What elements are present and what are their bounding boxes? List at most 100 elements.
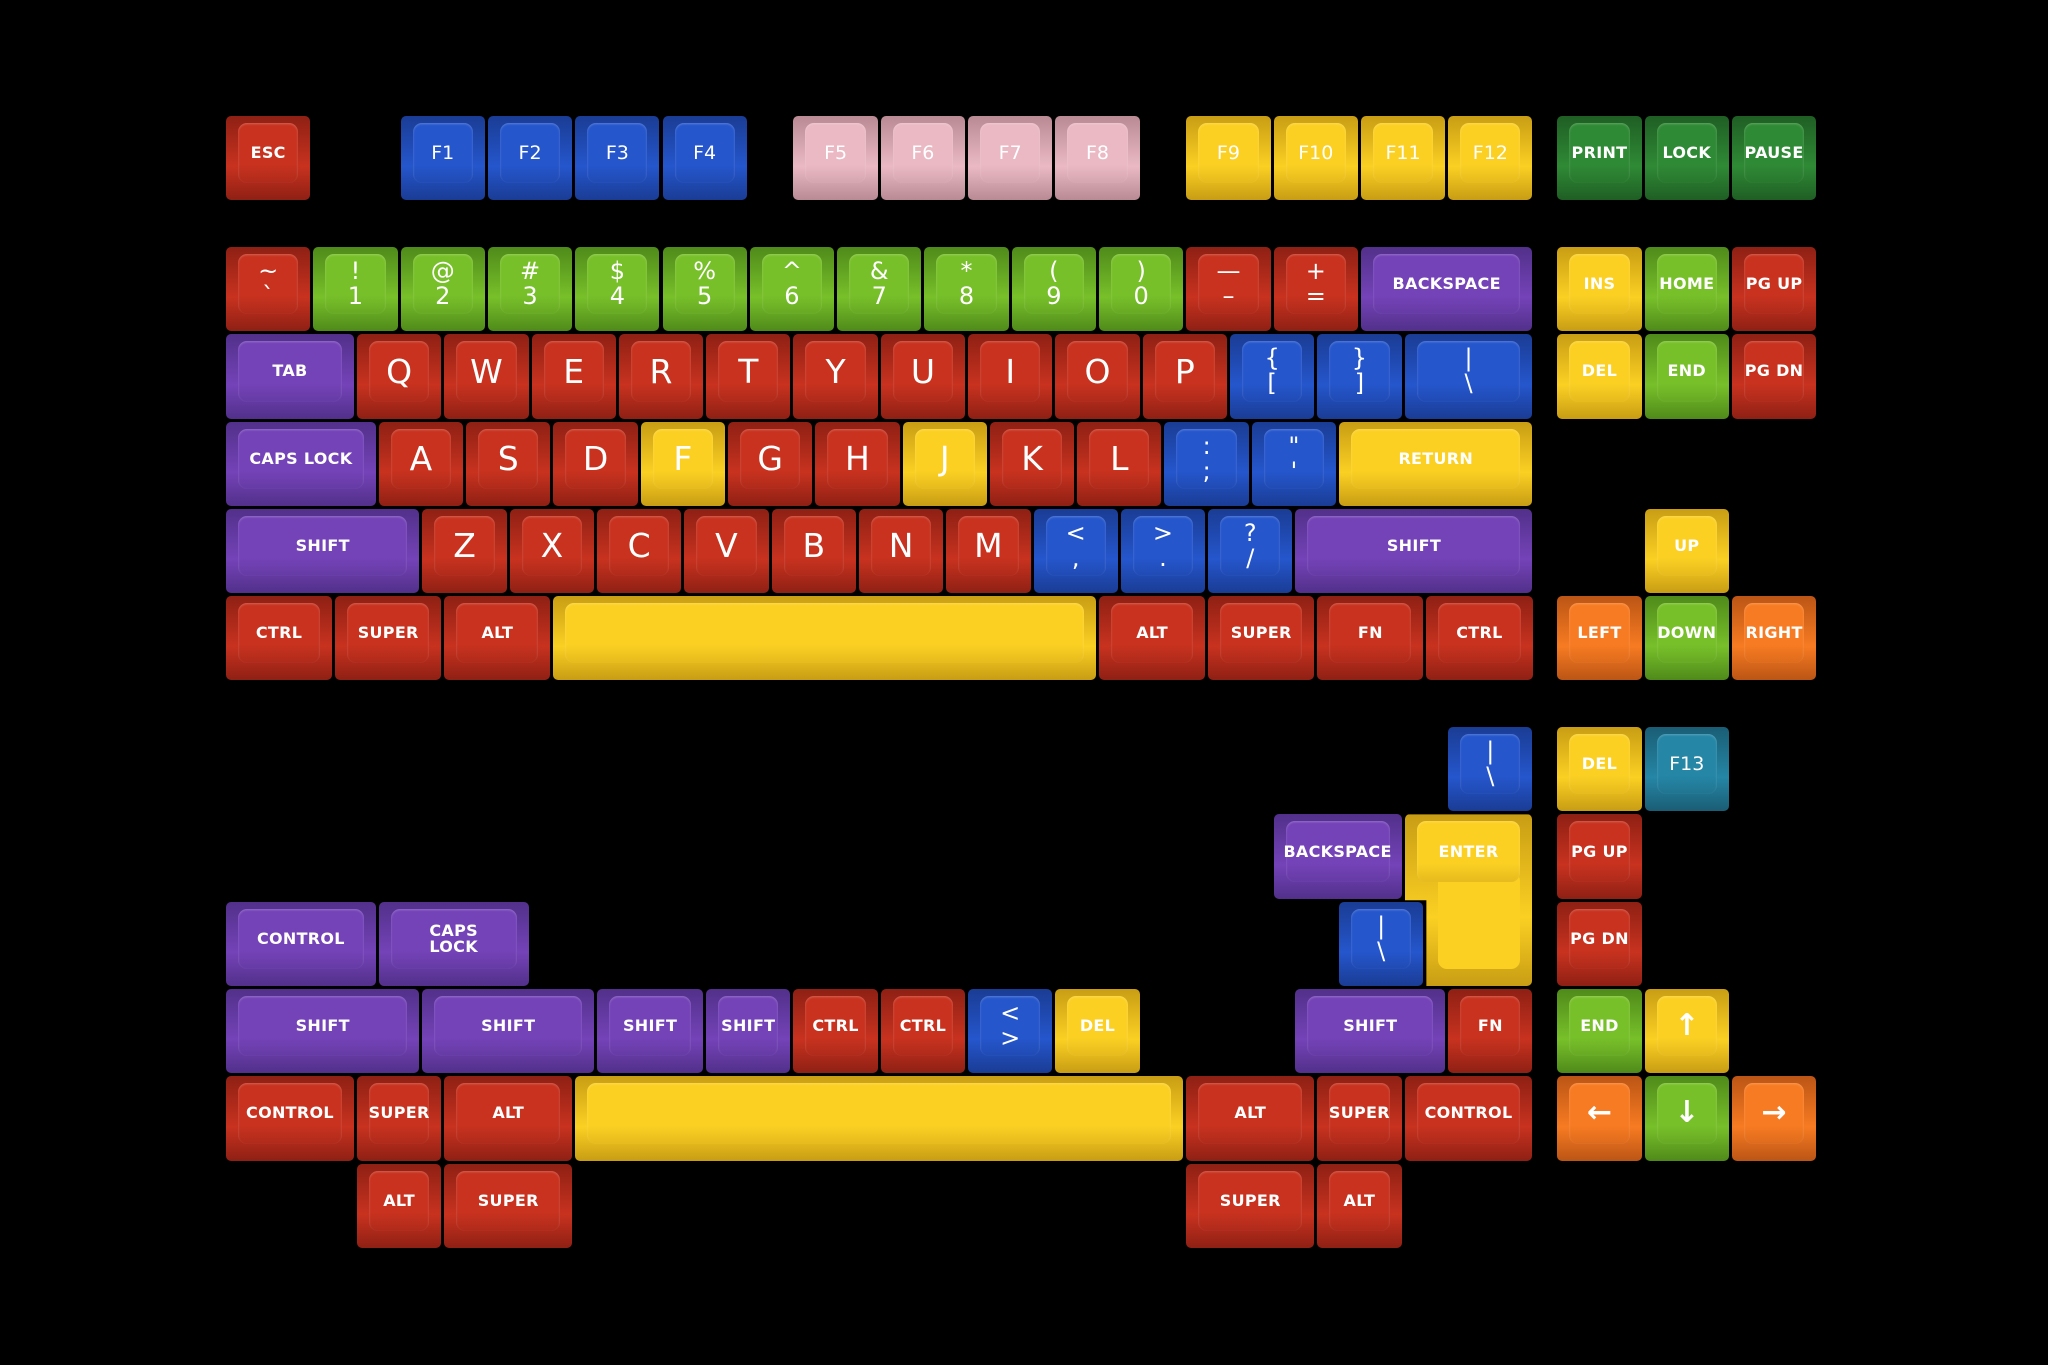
- key-dollar[interactable]: $4: [575, 246, 660, 332]
- key-f8[interactable]: F8: [1055, 116, 1140, 201]
- key-super[interactable]: SUPER: [356, 1076, 442, 1161]
- key-less-than[interactable]: <,: [1033, 508, 1118, 594]
- key-u[interactable]: U: [880, 334, 966, 419]
- key-left-arrow[interactable]: ←: [1557, 1076, 1642, 1161]
- key-r[interactable]: R: [618, 334, 704, 419]
- key-caps-lock[interactable]: CAPS LOCK: [226, 421, 376, 506]
- key-minus[interactable]: — –: [1186, 246, 1271, 332]
- key-alt[interactable]: ALT: [1099, 596, 1206, 681]
- key-shift[interactable]: SHIFT: [1295, 989, 1446, 1074]
- key-shift[interactable]: SHIFT: [597, 989, 704, 1074]
- key-percent[interactable]: % 5: [662, 246, 747, 332]
- key-tilde[interactable]: ~ `: [226, 246, 311, 332]
- key-pg-up[interactable]: PG UP: [1557, 814, 1642, 899]
- key-super[interactable]: SUPER: [1208, 596, 1315, 681]
- key-f7[interactable]: F7: [968, 116, 1053, 201]
- key-up[interactable]: UP: [1644, 508, 1729, 594]
- key-pg-dn[interactable]: PG DN: [1731, 334, 1817, 419]
- key-home[interactable]: HOME: [1644, 246, 1729, 332]
- key-f4[interactable]: F4: [662, 116, 747, 201]
- key-esc[interactable]: ESC: [226, 116, 311, 201]
- key-f12[interactable]: F12: [1448, 116, 1533, 201]
- key-shift[interactable]: SHIFT: [1295, 508, 1533, 594]
- key-h[interactable]: H: [815, 421, 900, 506]
- key-o[interactable]: O: [1055, 334, 1140, 419]
- key-up-arrow[interactable]: ↑: [1644, 989, 1729, 1074]
- key-quote[interactable]: " ': [1251, 421, 1337, 506]
- key-paren[interactable]: (9: [1011, 246, 1096, 332]
- key-pause[interactable]: PAUSE: [1731, 116, 1817, 201]
- key-y[interactable]: Y: [793, 334, 878, 419]
- key-control[interactable]: CONTROL: [226, 1076, 354, 1161]
- key-spacebar[interactable]: [575, 1076, 1184, 1161]
- key-f[interactable]: F: [640, 421, 725, 506]
- key-x[interactable]: X: [509, 508, 595, 594]
- key-alt[interactable]: ALT: [1317, 1163, 1402, 1248]
- key-end[interactable]: END: [1644, 334, 1729, 419]
- key-ctrl[interactable]: CTRL: [226, 596, 333, 681]
- key-f1[interactable]: F1: [400, 116, 485, 201]
- key-right-arrow[interactable]: →: [1731, 1076, 1817, 1161]
- key-f11[interactable]: F11: [1360, 116, 1446, 201]
- key-close-brace[interactable]: }]: [1317, 334, 1402, 419]
- key-close-paren[interactable]: ) 0: [1099, 246, 1184, 332]
- key-z[interactable]: Z: [422, 508, 507, 594]
- key-f6[interactable]: F6: [880, 116, 966, 201]
- key-del[interactable]: DEL: [1557, 727, 1642, 812]
- key-backspace[interactable]: BACKSPACE: [1273, 814, 1402, 899]
- key-super[interactable]: SUPER: [444, 1163, 573, 1248]
- key-alt[interactable]: ALT: [444, 1076, 573, 1161]
- key-m[interactable]: M: [946, 508, 1031, 594]
- key-print[interactable]: PRINT: [1557, 116, 1642, 201]
- key-s[interactable]: S: [466, 421, 551, 506]
- key-brace[interactable]: {[: [1229, 334, 1315, 419]
- key-a[interactable]: A: [378, 421, 464, 506]
- key-question[interactable]: ? /: [1208, 508, 1293, 594]
- key-w[interactable]: W: [444, 334, 529, 419]
- key-n[interactable]: N: [858, 508, 944, 594]
- key-colon[interactable]: :;: [1164, 421, 1249, 506]
- key-pg-dn[interactable]: PG DN: [1557, 901, 1642, 986]
- key-spacebar[interactable]: [553, 596, 1096, 681]
- key-lock[interactable]: LOCK: [1644, 116, 1729, 201]
- key-left[interactable]: LEFT: [1557, 596, 1642, 681]
- key-control[interactable]: CONTROL: [226, 901, 376, 986]
- key-k[interactable]: K: [989, 421, 1075, 506]
- key-v[interactable]: V: [684, 508, 769, 594]
- key-ampersand[interactable]: & 7: [837, 246, 922, 332]
- key-super[interactable]: SUPER: [335, 596, 442, 681]
- key-del[interactable]: DEL: [1055, 989, 1140, 1074]
- key-e[interactable]: E: [531, 334, 616, 419]
- key-shift[interactable]: SHIFT: [226, 508, 420, 594]
- key-super[interactable]: SUPER: [1317, 1076, 1402, 1161]
- key-q[interactable]: Q: [356, 334, 442, 419]
- key-super[interactable]: SUPER: [1186, 1163, 1315, 1248]
- key-alt[interactable]: ALT: [356, 1163, 442, 1248]
- key-f9[interactable]: F9: [1186, 116, 1271, 201]
- key-asterisk[interactable]: * 8: [924, 246, 1009, 332]
- key-f3[interactable]: F3: [575, 116, 660, 201]
- key-b[interactable]: B: [771, 508, 856, 594]
- key-caret[interactable]: ^ 6: [749, 246, 835, 332]
- key-pipe[interactable]: | \: [1404, 334, 1533, 419]
- key-alt[interactable]: ALT: [444, 596, 551, 681]
- key-alt[interactable]: ALT: [1186, 1076, 1315, 1161]
- key-control[interactable]: CONTROL: [1404, 1076, 1533, 1161]
- key-end[interactable]: END: [1557, 989, 1642, 1074]
- key-shift[interactable]: SHIFT: [226, 989, 420, 1074]
- key-down[interactable]: DOWN: [1644, 596, 1729, 681]
- key-ctrl[interactable]: CTRL: [1426, 596, 1533, 681]
- key-t[interactable]: T: [706, 334, 791, 419]
- key-caps-lock[interactable]: CAPS LOCK: [378, 901, 529, 986]
- key-f10[interactable]: F10: [1273, 116, 1358, 201]
- key-ins[interactable]: INS: [1557, 246, 1642, 332]
- key-plus[interactable]: + =: [1273, 246, 1358, 332]
- key-less-than[interactable]: < >: [968, 989, 1053, 1074]
- key-return[interactable]: RETURN: [1339, 421, 1533, 506]
- key-d[interactable]: D: [553, 421, 638, 506]
- key-pipe[interactable]: | \: [1448, 727, 1533, 812]
- key-g[interactable]: G: [727, 421, 813, 506]
- key-shift[interactable]: SHIFT: [422, 989, 595, 1074]
- key-shift[interactable]: SHIFT: [706, 989, 791, 1074]
- key-greater-than[interactable]: >.: [1120, 508, 1206, 594]
